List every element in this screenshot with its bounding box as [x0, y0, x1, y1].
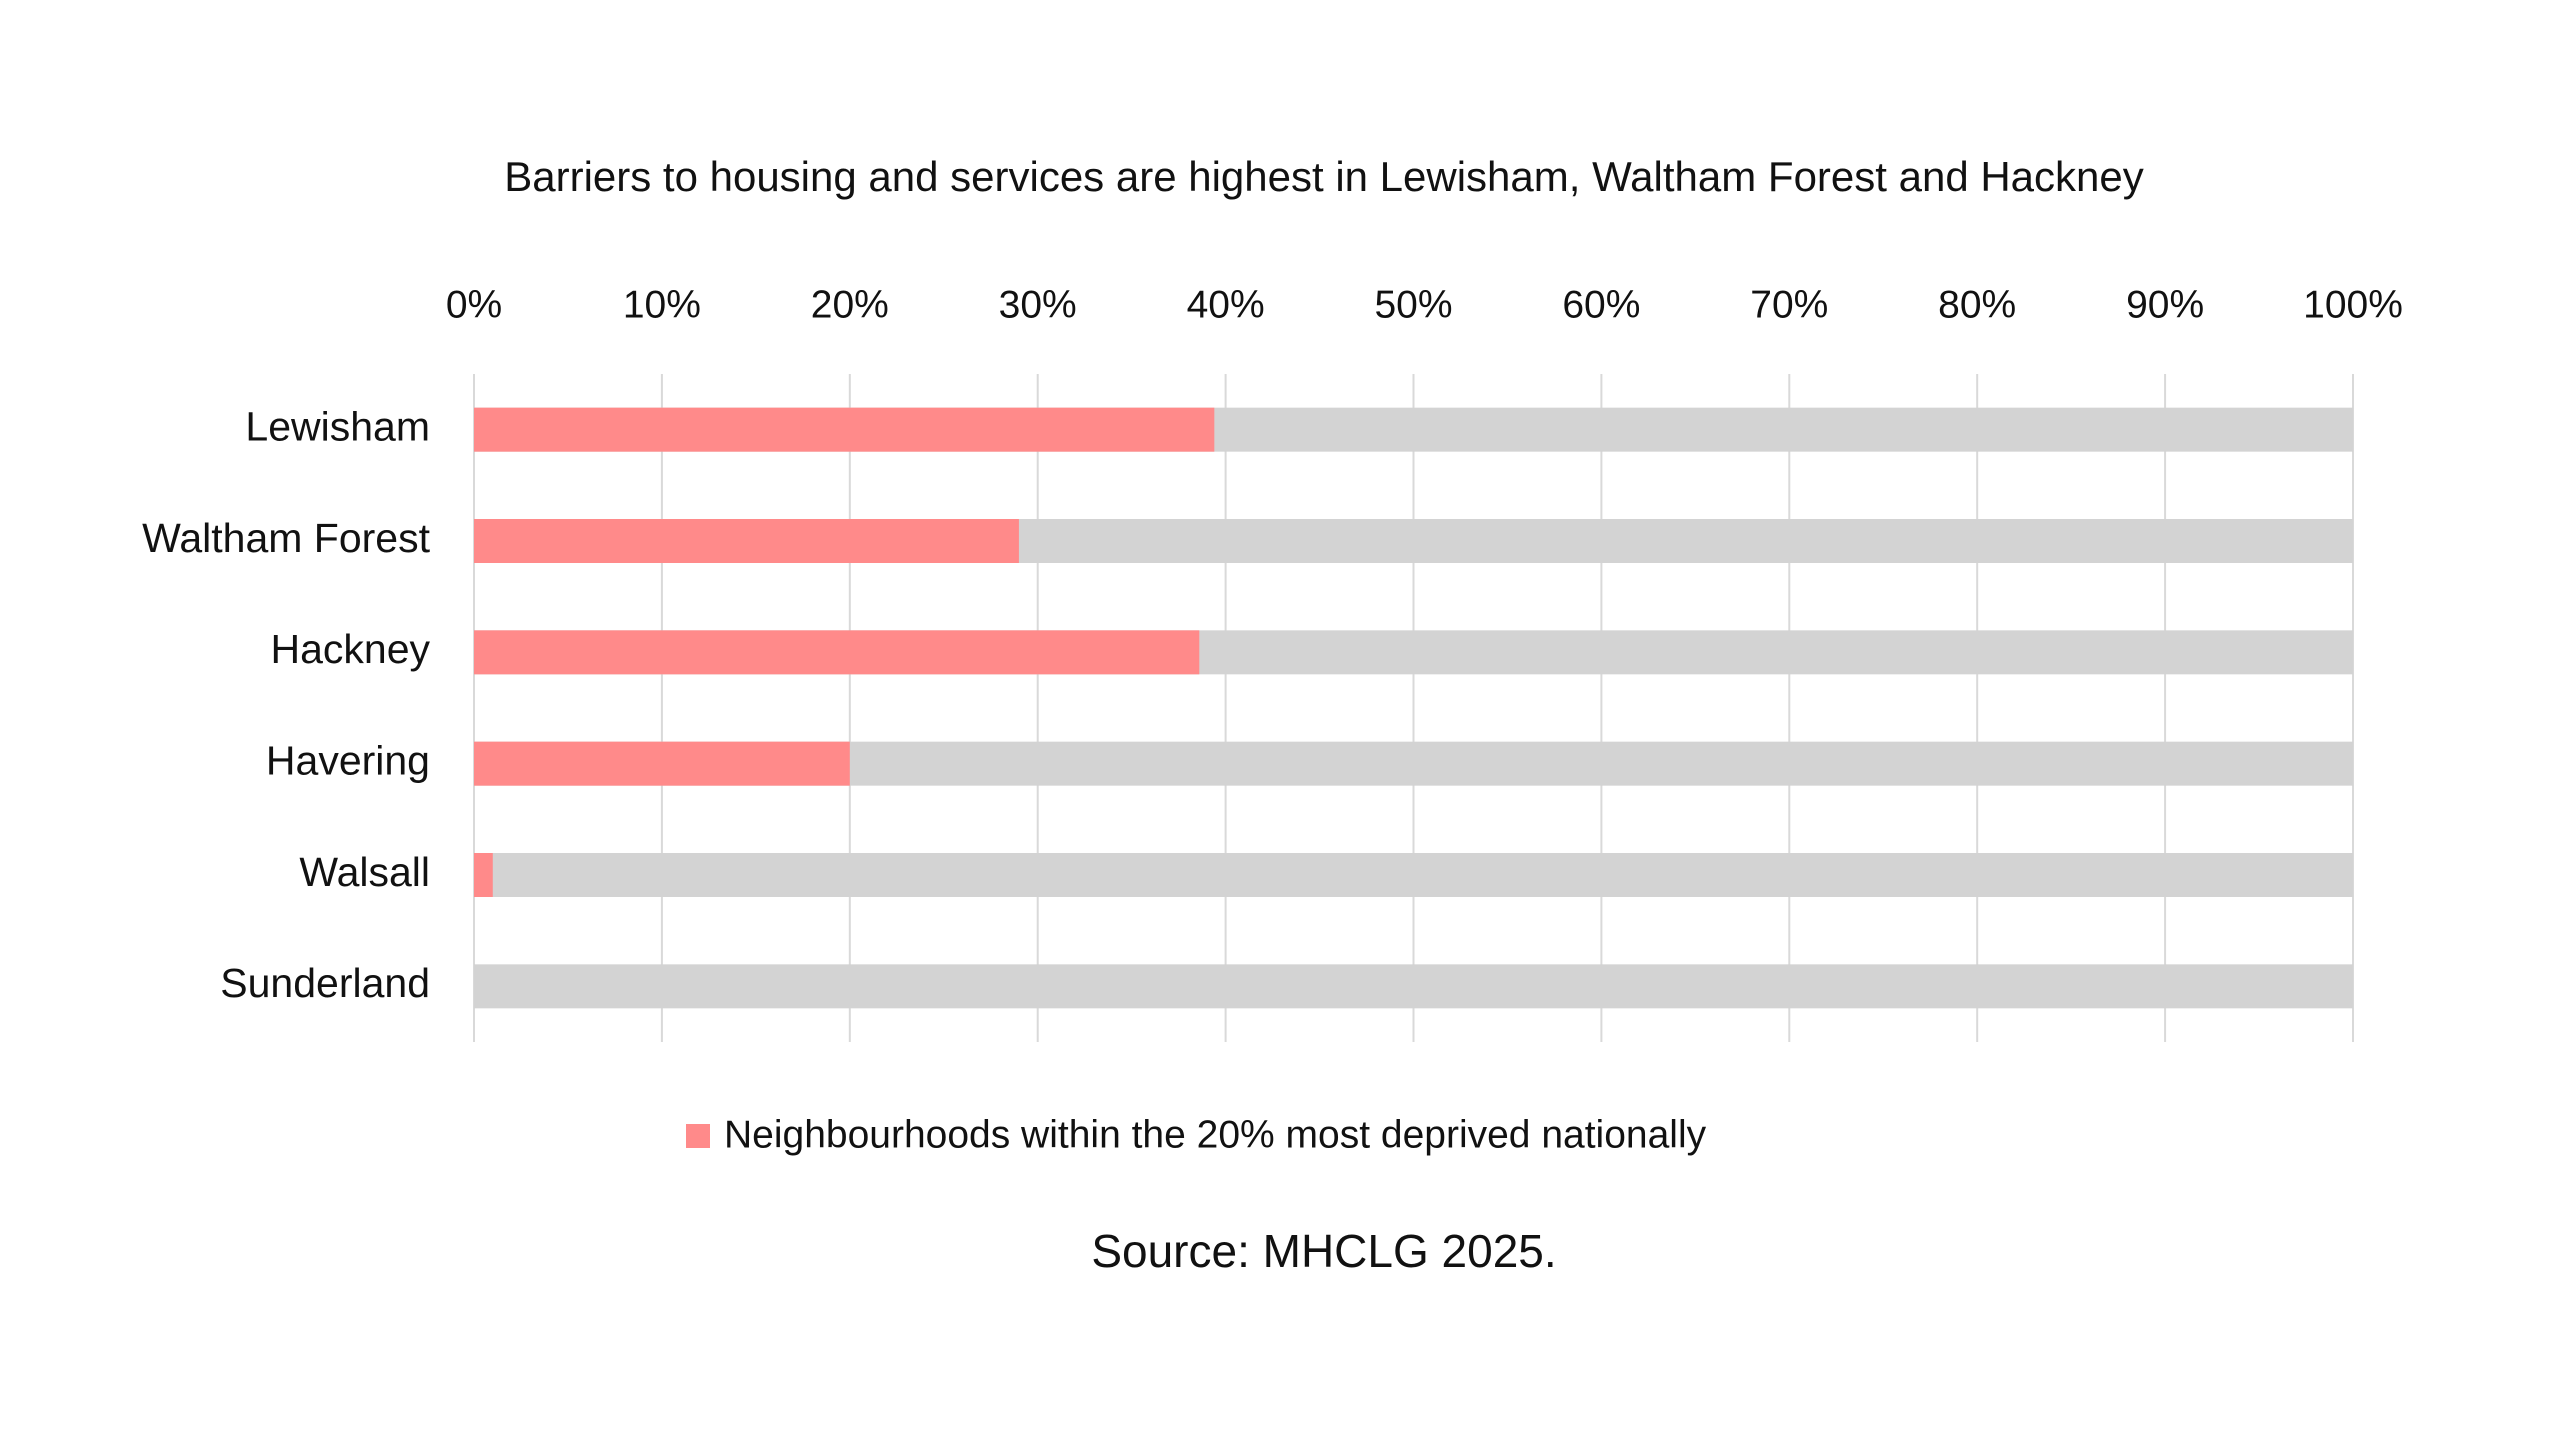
x-tick-label: 10% [623, 283, 701, 326]
x-tick-label: 40% [1187, 283, 1265, 326]
x-tick-label: 70% [1750, 283, 1828, 326]
y-tick-label: Walsall [299, 849, 430, 895]
bar [474, 853, 493, 897]
x-tick-label: 60% [1562, 283, 1640, 326]
x-tick-label: 30% [999, 283, 1077, 326]
x-tick-label: 80% [1938, 283, 2016, 326]
x-tick-label: 50% [1374, 283, 1452, 326]
legend-swatch [686, 1124, 710, 1148]
bar [474, 630, 1200, 675]
bar [474, 741, 850, 786]
y-tick-label: Sunderland [220, 960, 430, 1006]
y-tick-label: Hackney [270, 626, 430, 672]
bar-track [474, 853, 2353, 897]
x-tick-label: 100% [2303, 283, 2403, 326]
source-note: Source: MHCLG 2025. [1091, 1225, 1556, 1277]
y-tick-label: Waltham Forest [142, 515, 430, 561]
chart-title: Barriers to housing and services are hig… [504, 153, 2144, 200]
x-tick-label: 0% [446, 283, 502, 326]
bar-track [474, 964, 2353, 1009]
bar [474, 407, 1215, 452]
legend-label: Neighbourhoods within the 20% most depri… [724, 1113, 1707, 1156]
bar [474, 519, 1019, 563]
y-tick-label: Havering [266, 737, 430, 783]
x-tick-label: 20% [811, 283, 889, 326]
x-tick-label: 90% [2126, 283, 2204, 326]
y-tick-label: Lewisham [245, 403, 430, 449]
